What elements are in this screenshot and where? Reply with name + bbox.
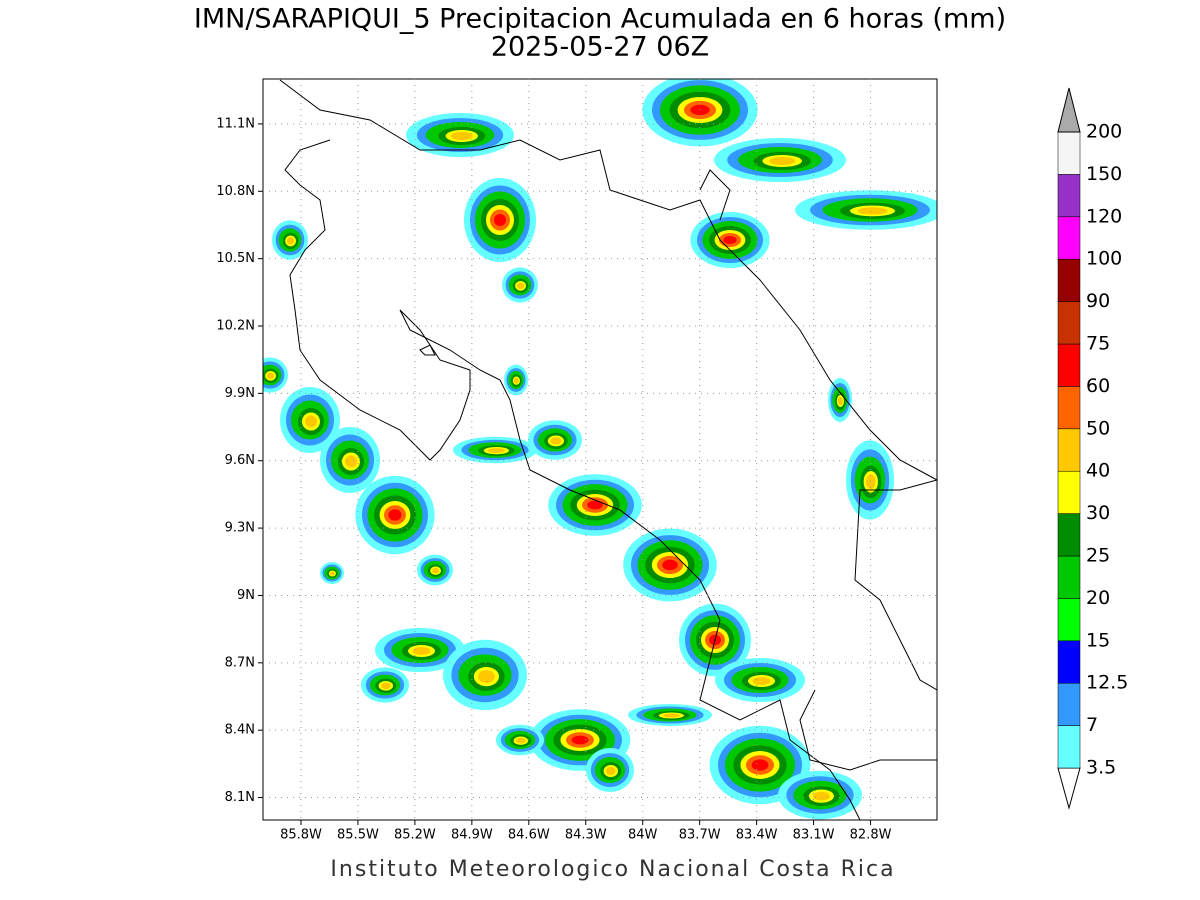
colorbar-arrow-low	[1057, 767, 1081, 810]
x-tick-label: 85.8W	[280, 828, 322, 843]
colorbar-label: 100	[1086, 248, 1122, 270]
y-tick-label: 9N	[237, 588, 255, 603]
y-tick-label: 11.1N	[216, 116, 255, 131]
colorbar-box	[1057, 216, 1081, 260]
colorbar-box	[1057, 301, 1081, 345]
footer: Instituto Meteorologico Nacional Costa R…	[330, 857, 895, 882]
x-tick-label: 83.4W	[736, 828, 778, 843]
colorbar-box	[1057, 258, 1081, 302]
y-tick-label: 10.2N	[216, 319, 255, 334]
colorbar-box	[1057, 725, 1081, 769]
y-tick-label: 10.8N	[216, 184, 255, 199]
colorbar-label: 50	[1086, 417, 1110, 439]
x-tick-label: 84.6W	[508, 828, 550, 843]
colorbar-box	[1057, 386, 1081, 430]
precipitation-field	[263, 79, 937, 820]
y-tick-label: 9.3N	[225, 521, 255, 536]
x-tick-label: 84.3W	[565, 828, 607, 843]
x-tick-label: 84W	[628, 828, 658, 843]
colorbar-box	[1057, 513, 1081, 557]
y-tick-label: 8.7N	[225, 655, 255, 670]
map-title: IMN/SARAPIQUI_5 Precipitacion Acumulada …	[194, 4, 1006, 35]
colorbar-label: 40	[1086, 460, 1110, 482]
colorbar-label: 7	[1086, 714, 1098, 736]
y-tick-label: 9.6N	[225, 453, 255, 468]
x-tick-label: 83.7W	[679, 828, 721, 843]
coastline	[279, 79, 937, 820]
colorbar-label: 60	[1086, 375, 1110, 397]
colorbar-box	[1057, 682, 1081, 726]
map-frame	[262, 78, 938, 821]
colorbar-box	[1057, 598, 1081, 642]
colorbar-label: 12.5	[1086, 672, 1128, 694]
colorbar-box	[1057, 174, 1081, 218]
y-tick-label: 8.4N	[225, 723, 255, 738]
colorbar-box	[1057, 470, 1081, 514]
colorbar-box	[1057, 555, 1081, 599]
colorbar-arrow-high	[1057, 87, 1081, 133]
colorbar-label: 20	[1086, 587, 1110, 609]
x-tick-label: 85.2W	[394, 828, 436, 843]
colorbar-label: 75	[1086, 333, 1110, 355]
colorbar-box	[1057, 131, 1081, 175]
colorbar-box	[1057, 428, 1081, 472]
x-tick-label: 83.1W	[793, 828, 835, 843]
y-tick-label: 8.1N	[225, 790, 255, 805]
x-tick-label: 85.5W	[337, 828, 379, 843]
colorbar-box	[1057, 640, 1081, 684]
y-tick-label: 10.5N	[216, 251, 255, 266]
x-tick-label: 82.8W	[850, 828, 892, 843]
x-tick-label: 84.9W	[451, 828, 493, 843]
colorbar-label: 3.5	[1086, 757, 1116, 779]
colorbar-label: 15	[1086, 629, 1110, 651]
colorbar-label: 30	[1086, 502, 1110, 524]
colorbar-label: 120	[1086, 205, 1122, 227]
colorbar-label: 25	[1086, 545, 1110, 567]
map-subtitle: 2025-05-27 06Z	[491, 32, 709, 63]
colorbar-label: 200	[1086, 121, 1122, 143]
colorbar-label: 150	[1086, 163, 1122, 185]
colorbar-box	[1057, 343, 1081, 387]
colorbar-label: 90	[1086, 290, 1110, 312]
y-tick-label: 9.9N	[225, 386, 255, 401]
